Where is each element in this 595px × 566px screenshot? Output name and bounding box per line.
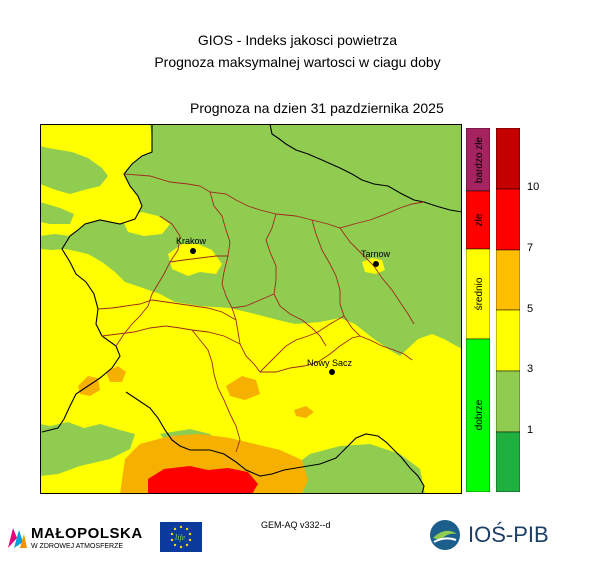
legend-medium	[466, 248, 490, 340]
yellow-zone-krakow	[168, 244, 222, 276]
scale-1-3	[496, 370, 520, 433]
legend-good-label: dobrze	[474, 399, 485, 430]
legend-good	[466, 338, 490, 492]
orange-zone-w1	[78, 376, 100, 396]
forecast-date: Prognoza na dzien 31 pazdziernika 2025	[190, 100, 444, 116]
eu-flag-icon: life	[160, 522, 202, 552]
green-zone-se	[280, 444, 425, 494]
malopolska-name: MAŁOPOLSKA	[31, 525, 143, 542]
red-zone-south	[148, 466, 258, 494]
scale-tick-5: 5	[527, 303, 534, 315]
green-zone-nw	[40, 146, 108, 194]
eu-life-logo: life	[160, 522, 202, 557]
tarnow-marker	[373, 261, 379, 267]
nowy-sacz-marker	[329, 369, 335, 375]
krakow-label: Krakow	[176, 236, 207, 246]
forecast-map: Krakow Tarnow Nowy Sacz	[40, 124, 462, 494]
scale-0-1	[496, 431, 520, 492]
orange-zone-c	[226, 376, 260, 400]
legend-bad-label: złe	[474, 213, 485, 226]
ios-pib-name: IOŚ-PIB	[468, 522, 549, 547]
ios-pib-emblem-icon	[430, 520, 460, 550]
scale-tick-7: 7	[527, 242, 534, 254]
county-borders	[97, 173, 425, 453]
tarnow-label: Tarnow	[361, 249, 391, 259]
scale-3-5	[496, 309, 520, 372]
scale-10-plus	[496, 128, 520, 190]
green-zone-south	[40, 422, 135, 476]
scale-7-10	[496, 188, 520, 251]
scale-tick-1: 1	[527, 424, 534, 436]
green-zone-w	[40, 202, 74, 224]
legend-bad	[466, 190, 490, 250]
scale-legend	[496, 128, 520, 492]
malopolska-tagline: W ZDROWEJ ATMOSFERZE	[31, 543, 124, 550]
eu-life-text: life	[175, 533, 186, 542]
legend-very-bad	[466, 128, 490, 192]
scale-tick-10: 10	[527, 181, 540, 193]
map-subtitle: Prognoza maksymalnej wartosci w ciagu do…	[154, 54, 441, 70]
legend-very-bad-label: bardzo złe	[474, 136, 485, 183]
nowy-sacz-label: Nowy Sacz	[307, 358, 353, 368]
legend-medium-label: średnio	[474, 277, 485, 310]
scale-tick-3: 3	[527, 363, 534, 375]
scale-5-7	[496, 249, 520, 311]
orange-zone-w2	[106, 366, 126, 382]
yellow-zone-nw-strip	[122, 212, 170, 236]
malopolska-emblem-icon	[8, 528, 27, 548]
green-zone-main	[40, 124, 462, 356]
model-version: GEM-AQ v332--d	[261, 520, 331, 530]
category-legend: bardzo złe złe średnio dobrze	[466, 128, 490, 492]
krakow-marker	[190, 248, 196, 254]
map-frame	[40, 124, 462, 494]
map-title: GIOS - Indeks jakosci powietrza	[197, 32, 398, 48]
orange-zone-c2	[294, 406, 314, 418]
voivodeship-border	[41, 124, 462, 494]
